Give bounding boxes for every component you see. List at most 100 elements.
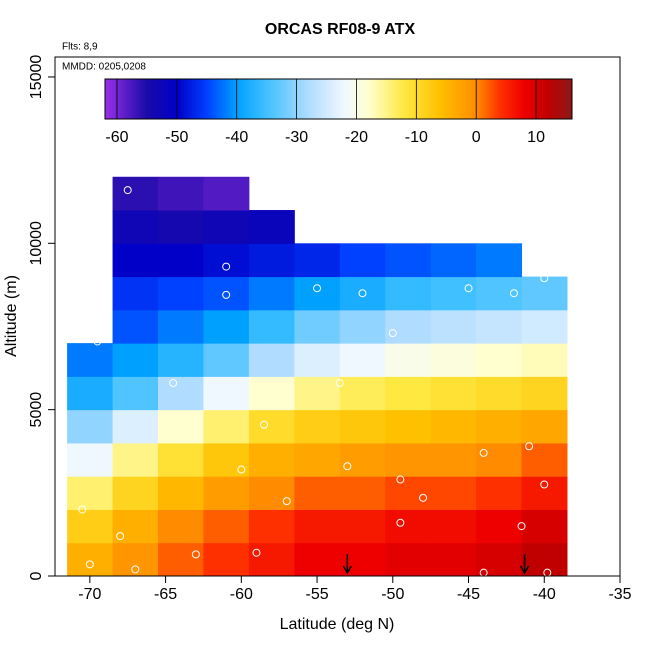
heat-cell [203,210,250,244]
heat-cell [67,409,114,444]
heat-cell [158,276,204,311]
x-tick-label: -50 [381,586,404,603]
heat-cell [521,509,568,544]
observation-point [93,337,102,346]
observation-point [78,505,87,514]
observation-point [358,289,367,298]
heat-cell [203,243,250,278]
observation-point [525,442,534,451]
heat-cell [385,309,432,344]
y-tick-label: 0 [28,571,45,580]
heat-cell [248,210,295,244]
colorbar [104,78,573,120]
heat-cell [476,542,523,577]
heat-cell [203,442,250,477]
observation-point [388,329,397,338]
x-tick-label: -45 [457,586,480,603]
colorbar-tick-label: -50 [165,129,188,146]
heat-cell [112,409,159,444]
heat-cell [112,309,159,344]
observation-point [85,560,94,569]
colorbar-tick-label: -60 [105,129,128,146]
heat-cell [430,476,477,510]
heat-cell [385,243,432,278]
observation-point [540,274,549,283]
heat-cell [476,243,523,278]
heat-cell [203,409,250,444]
observation-point [396,475,405,484]
colorbar-tick-label: -20 [345,129,368,146]
heat-cell [294,309,341,344]
heat-cell [112,509,159,544]
observation-point [540,480,549,489]
x-tick-label: -40 [533,586,556,603]
colorbar-tick-label: -40 [225,129,248,146]
heat-cell [339,376,386,411]
chart-title: ORCAS RF08-9 ATX [265,21,416,38]
heat-cell [248,276,295,311]
observation-point [116,532,125,541]
heat-cell [430,276,477,311]
observation-point [131,565,140,574]
heat-cell [203,542,250,577]
heat-cell [385,343,432,377]
heat-cell [385,276,432,311]
heat-cell [158,343,204,377]
heat-cell [476,343,523,377]
heat-cell [339,476,386,510]
x-axis-label: Latitude (deg N) [280,616,395,633]
heat-cell [339,442,386,477]
heat-cell [112,210,159,244]
observation-point [222,290,231,299]
x-tick-label: -35 [608,586,631,603]
heat-cell [521,409,568,444]
heat-cell [203,176,250,211]
heat-cell [112,442,159,477]
observation-point [169,379,178,388]
heat-cell [294,276,341,311]
heat-cell [67,509,114,544]
heat-cell [339,243,386,278]
heat-cell [112,376,159,411]
observation-point [479,448,488,457]
observation-point [464,284,473,293]
observation-point [509,289,518,298]
heat-cell [339,276,386,311]
heat-cell [112,476,159,510]
heat-cell [339,309,386,344]
colorbar-tick-label: -10 [405,129,428,146]
heat-cell [248,243,295,278]
y-tick-label: 10000 [28,221,45,266]
heat-cell [67,442,114,477]
heat-cell [248,542,295,577]
heat-cell [158,210,204,244]
heat-cell [112,343,159,377]
heat-cell [430,509,477,544]
heat-cell [294,376,341,411]
colorbar-tick-label: -30 [285,129,308,146]
heat-cell [294,343,341,377]
observation-point [123,186,132,195]
dates-label: MMDD: 0205,0208 [62,62,146,73]
heat-cell [294,243,341,278]
heat-cell [248,309,295,344]
heat-cell [476,276,523,311]
observation-point [313,284,322,293]
heat-cell [67,376,114,411]
y-axis-label: Altitude (m) [3,275,20,357]
heat-cell [158,476,204,510]
heat-cell [294,409,341,444]
observation-point [396,518,405,527]
flights-label: Flts: 8,9 [62,42,98,53]
heat-cell [158,442,204,477]
x-tick-label: -55 [305,586,328,603]
heat-cell [476,376,523,411]
heat-cell [521,376,568,411]
heat-cell [385,409,432,444]
heat-cell [158,176,204,211]
arrow-marker [342,554,352,575]
observation-point [222,262,231,271]
heat-cell [430,376,477,411]
heat-cell [294,442,341,477]
heat-cell [203,276,250,311]
